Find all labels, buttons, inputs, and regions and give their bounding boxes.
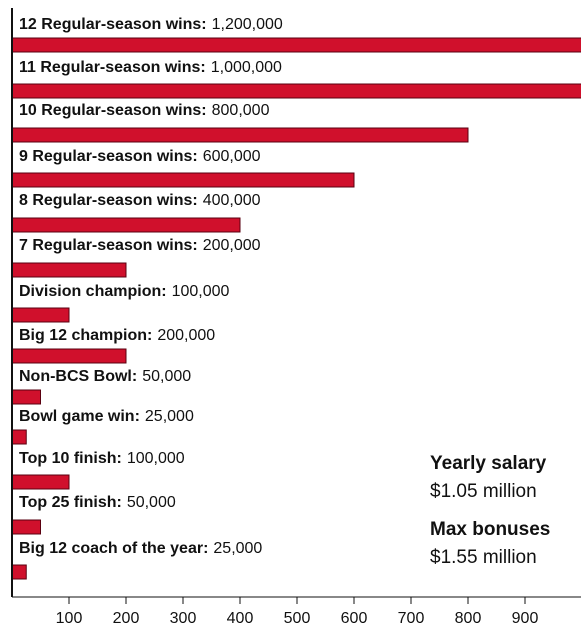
bar [12, 389, 41, 405]
value-label: 600,000 [203, 148, 261, 165]
bar-label: 9 Regular-season wins: 600,000 [19, 148, 261, 165]
category-label: 9 Regular-season wins: [19, 148, 198, 165]
bar-label: 12 Regular-season wins: 1,200,000 [19, 16, 283, 33]
category-label: 11 Regular-season wins: [19, 59, 206, 76]
value-label: 1,200,000 [212, 16, 283, 33]
annotation: $1.55 million [430, 547, 537, 568]
bar [12, 37, 581, 53]
value-label: 25,000 [213, 540, 262, 557]
x-tick-label: 300 [170, 610, 197, 627]
value-label: 1,000,000 [211, 59, 282, 76]
x-tick-label: 200 [113, 610, 140, 627]
value-label: 200,000 [203, 237, 261, 254]
x-tick-label: 400 [227, 610, 254, 627]
category-label: Bowl game win: [19, 408, 140, 425]
bar [12, 262, 127, 278]
bar-label: Top 25 finish: 50,000 [19, 494, 176, 511]
category-label: Non-BCS Bowl: [19, 368, 137, 385]
bar-label: Big 12 coach of the year: 25,000 [19, 540, 262, 557]
x-tick-label: 500 [284, 610, 311, 627]
bar [12, 348, 127, 364]
bar [12, 172, 355, 188]
bar-label: Bowl game win: 25,000 [19, 408, 194, 425]
value-label: 50,000 [142, 368, 191, 385]
category-label: 8 Regular-season wins: [19, 192, 198, 209]
x-tick-label: 700 [398, 610, 425, 627]
category-label: 7 Regular-season wins: [19, 237, 198, 254]
bar [12, 307, 70, 323]
bar-label: 7 Regular-season wins: 200,000 [19, 237, 261, 254]
category-label: 10 Regular-season wins: [19, 102, 207, 119]
x-tick-label: 600 [341, 610, 368, 627]
bar [12, 564, 27, 580]
category-label: Big 12 champion: [19, 327, 152, 344]
bar-label: Top 10 finish: 100,000 [19, 450, 185, 467]
x-tick-label: 900 [512, 610, 539, 627]
value-label: 100,000 [172, 283, 230, 300]
bar [12, 429, 27, 445]
bar-label: 11 Regular-season wins: 1,000,000 [19, 59, 282, 76]
category-label: Top 10 finish: [19, 450, 122, 467]
category-label: Division champion: [19, 283, 167, 300]
x-tick-label: 800 [455, 610, 482, 627]
value-label: 400,000 [203, 192, 261, 209]
bar-label: Big 12 champion: 200,000 [19, 327, 215, 344]
bar-label: 8 Regular-season wins: 400,000 [19, 192, 261, 209]
bar [12, 83, 581, 99]
annotation: Yearly salary [430, 453, 547, 474]
value-label: 50,000 [127, 494, 176, 511]
value-label: 800,000 [212, 102, 270, 119]
category-label: Top 25 finish: [19, 494, 122, 511]
category-label: 12 Regular-season wins: [19, 16, 207, 33]
annotation: Max bonuses [430, 519, 550, 540]
value-label: 25,000 [145, 408, 194, 425]
category-label: Big 12 coach of the year: [19, 540, 208, 557]
bar [12, 519, 41, 535]
x-tick-label: 100 [56, 610, 83, 627]
bar [12, 474, 70, 490]
bars [12, 37, 581, 580]
bar-label: Division champion: 100,000 [19, 283, 230, 300]
bar [12, 127, 469, 143]
annotation: $1.05 million [430, 481, 537, 502]
bar-label: 10 Regular-season wins: 800,000 [19, 102, 270, 119]
bar [12, 217, 241, 233]
bar-label: Non-BCS Bowl: 50,000 [19, 368, 191, 385]
value-label: 100,000 [127, 450, 185, 467]
value-label: 200,000 [157, 327, 215, 344]
